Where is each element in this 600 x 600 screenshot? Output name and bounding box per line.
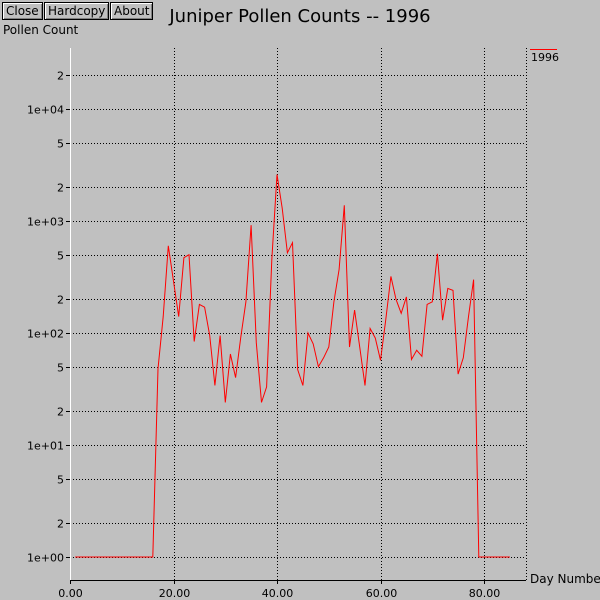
y-tick-label: 2 [57,182,64,195]
x-tick-label: 60.00 [366,587,398,600]
legend-label: 1996 [531,51,559,64]
series-layer [75,174,510,558]
y-axis-label: Pollen Count [3,23,79,37]
chart-title: Juniper Pollen Counts -- 1996 [169,6,431,27]
axes [70,48,527,581]
y-tick-label: 2 [57,70,64,83]
y-tick-label: 5 [57,362,64,375]
y-tick-label: 5 [57,474,64,487]
y-tick-label: 2 [57,406,64,419]
y-tick-label: 1e+00 [27,552,64,565]
y-tick-label: 5 [57,138,64,151]
y-tick-label: 5 [57,250,64,263]
x-tick-label: 80.00 [469,587,501,600]
y-tick-label: 2 [57,518,64,531]
x-tick-label: 20.00 [159,587,191,600]
y-tick-label: 2 [57,294,64,307]
y-tick-label: 1e+02 [27,328,64,341]
series-line [75,174,510,558]
x-axis-label: Day Number [530,572,600,586]
close-button[interactable]: Close [2,2,43,20]
y-tick-label: 1e+01 [27,440,64,453]
hardcopy-button[interactable]: Hardcopy [44,2,110,20]
y-tick-label: 1e+04 [27,104,64,117]
x-tick-label: 0.00 [58,587,83,600]
y-tick-label: 1e+03 [27,216,64,229]
about-button[interactable]: About [110,2,154,20]
legend: 1996 [530,49,559,64]
x-tick-label: 40.00 [262,587,294,600]
